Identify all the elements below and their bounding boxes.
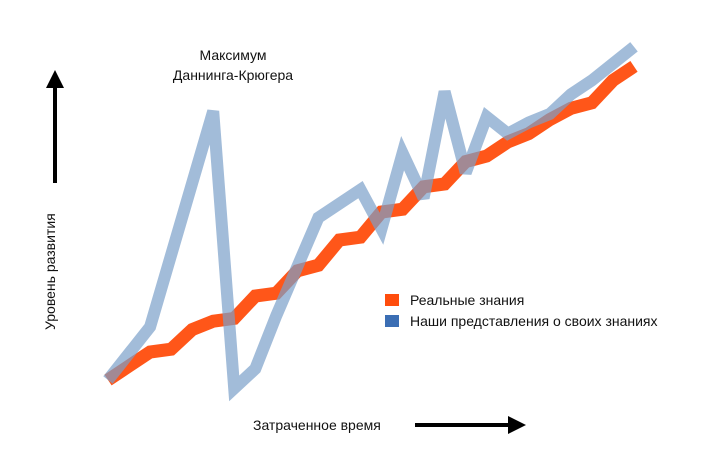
annotation-line-1: Максимум (200, 47, 267, 63)
series-line-perceived-knowledge (103, 42, 638, 402)
x-axis-arrowhead (508, 416, 526, 434)
legend-swatch-real (385, 294, 399, 306)
legend-label-perceived: Наши представления о своих знаниях (410, 313, 658, 329)
x-axis-label: Затраченное время (253, 417, 381, 433)
series-line-real-knowledge (104, 60, 638, 386)
legend-swatch-perceived (385, 315, 399, 327)
annotation-line-2: Даннинга-Крюгера (173, 67, 293, 83)
series-layer (103, 42, 638, 402)
y-axis-label: Уровень развития (42, 213, 58, 330)
y-axis-arrowhead (46, 70, 64, 88)
legend: Реальные знания Наши представления о сво… (385, 292, 658, 329)
legend-label-real: Реальные знания (410, 292, 524, 308)
